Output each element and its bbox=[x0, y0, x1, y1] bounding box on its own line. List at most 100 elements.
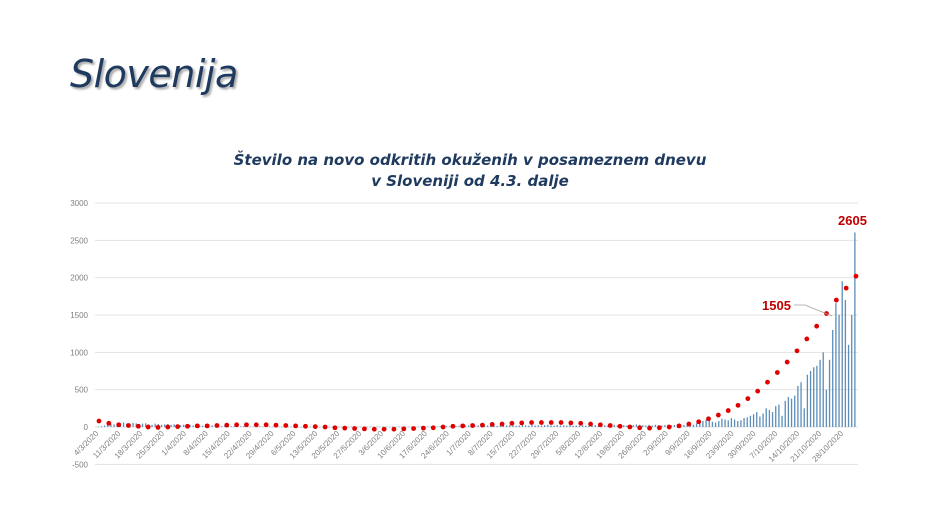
daily-cases-bar bbox=[170, 424, 172, 427]
daily-cases-bar bbox=[338, 426, 340, 428]
daily-cases-bar bbox=[616, 425, 619, 427]
trend-dot bbox=[204, 423, 210, 429]
daily-cases-bar bbox=[382, 426, 384, 428]
trend-dot bbox=[450, 423, 456, 429]
daily-cases-bar bbox=[537, 425, 539, 427]
daily-cases-bar bbox=[775, 406, 777, 427]
daily-cases-bar bbox=[746, 417, 748, 427]
daily-cases-bar bbox=[559, 425, 562, 427]
daily-cases-bar bbox=[366, 426, 368, 428]
trend-dot bbox=[332, 425, 338, 431]
trend-dot bbox=[175, 424, 181, 430]
trend-dot bbox=[253, 422, 259, 428]
trend-dot bbox=[135, 423, 141, 429]
daily-cases-bar bbox=[496, 425, 498, 427]
daily-cases-bar bbox=[417, 426, 419, 428]
trend-dot bbox=[647, 425, 652, 431]
daily-cases-bar bbox=[357, 426, 359, 428]
daily-cases-bar bbox=[642, 425, 644, 427]
daily-cases-bar bbox=[445, 426, 448, 427]
daily-cases-bar bbox=[395, 426, 397, 428]
daily-cases-bar bbox=[467, 425, 470, 427]
daily-cases-bar bbox=[211, 425, 213, 427]
daily-cases-bar bbox=[623, 425, 625, 427]
daily-cases-bar bbox=[550, 425, 552, 427]
annotation-1505: 1505 bbox=[762, 298, 791, 313]
daily-cases-bar bbox=[540, 425, 543, 427]
daily-cases-bar bbox=[154, 423, 156, 427]
daily-cases-bar bbox=[534, 425, 536, 427]
daily-cases-bar bbox=[711, 421, 714, 427]
daily-cases-bar bbox=[477, 425, 479, 427]
trend-dot bbox=[371, 426, 377, 432]
y-tick-label: -500 bbox=[72, 460, 89, 469]
daily-cases-bar bbox=[806, 374, 809, 427]
chart-title-line1: Število na novo odkritih okuženih v posa… bbox=[233, 151, 707, 169]
trend-dot bbox=[833, 297, 839, 303]
daily-cases-bar bbox=[385, 426, 387, 428]
daily-cases-bar bbox=[464, 425, 467, 427]
daily-cases-bar bbox=[632, 425, 634, 427]
daily-cases-bar bbox=[847, 344, 850, 427]
daily-cases-bar bbox=[145, 423, 147, 427]
trend-dot bbox=[362, 426, 367, 432]
daily-cases-bar bbox=[752, 414, 755, 427]
trend-dot bbox=[774, 370, 780, 375]
daily-cases-bar bbox=[613, 424, 615, 427]
y-tick-label: 0 bbox=[84, 423, 89, 432]
daily-cases-bar bbox=[505, 425, 508, 427]
daily-cases-bar bbox=[743, 418, 745, 427]
daily-cases-bar bbox=[581, 425, 584, 427]
trend-dot bbox=[263, 422, 269, 428]
trend-dot bbox=[401, 426, 407, 432]
daily-cases-bar bbox=[794, 395, 796, 427]
daily-cases-bar bbox=[259, 426, 261, 427]
daily-cases-bar bbox=[287, 426, 289, 428]
daily-cases-bar bbox=[398, 426, 400, 428]
daily-cases-bar bbox=[486, 425, 489, 427]
daily-cases-bar bbox=[645, 425, 647, 427]
y-tick-label: 500 bbox=[75, 386, 89, 395]
daily-cases-bar bbox=[328, 426, 330, 428]
daily-cases-bar bbox=[543, 425, 546, 427]
trend-dot bbox=[126, 423, 131, 428]
daily-cases-bar bbox=[512, 425, 514, 427]
daily-cases-bar bbox=[683, 424, 685, 427]
daily-cases-bar bbox=[189, 424, 191, 427]
daily-cases-bar bbox=[164, 424, 166, 427]
daily-cases-bar bbox=[765, 408, 767, 427]
daily-cases-bar bbox=[721, 418, 723, 427]
daily-cases-bar bbox=[281, 426, 283, 428]
daily-cases-bar bbox=[392, 426, 394, 428]
daily-cases-bar bbox=[673, 425, 676, 427]
daily-cases-bar bbox=[439, 426, 441, 427]
trend-dot bbox=[411, 426, 416, 431]
daily-cases-bar bbox=[350, 426, 353, 428]
daily-cases-bar bbox=[474, 425, 476, 427]
trend-dot bbox=[430, 425, 436, 431]
daily-cases-bar bbox=[262, 426, 264, 428]
daily-cases-bar bbox=[379, 426, 381, 428]
daily-cases-bar bbox=[518, 425, 520, 427]
trend-dot bbox=[696, 419, 702, 425]
daily-cases-bar bbox=[319, 426, 321, 428]
daily-cases-bar bbox=[331, 426, 334, 428]
daily-cases-bar bbox=[749, 415, 752, 427]
trend-dot bbox=[588, 421, 593, 427]
trend-dot bbox=[804, 336, 810, 342]
trend-dot bbox=[273, 422, 279, 428]
trend-dot bbox=[116, 422, 122, 428]
daily-cases-bar bbox=[110, 424, 112, 427]
daily-cases-bar bbox=[252, 426, 254, 428]
daily-cases-bar bbox=[585, 425, 587, 427]
daily-cases-bar bbox=[572, 425, 574, 427]
daily-cases-bar bbox=[737, 421, 739, 427]
trend-dot bbox=[145, 424, 151, 430]
trend-dot bbox=[607, 423, 613, 428]
y-axis: 3000 2500 2000 1500 1000 500 0 -500 bbox=[70, 199, 88, 469]
daily-cases-bar bbox=[426, 426, 429, 428]
trend-dot bbox=[706, 416, 711, 422]
daily-cases-bar bbox=[341, 426, 343, 428]
daily-cases-bar bbox=[578, 425, 581, 427]
